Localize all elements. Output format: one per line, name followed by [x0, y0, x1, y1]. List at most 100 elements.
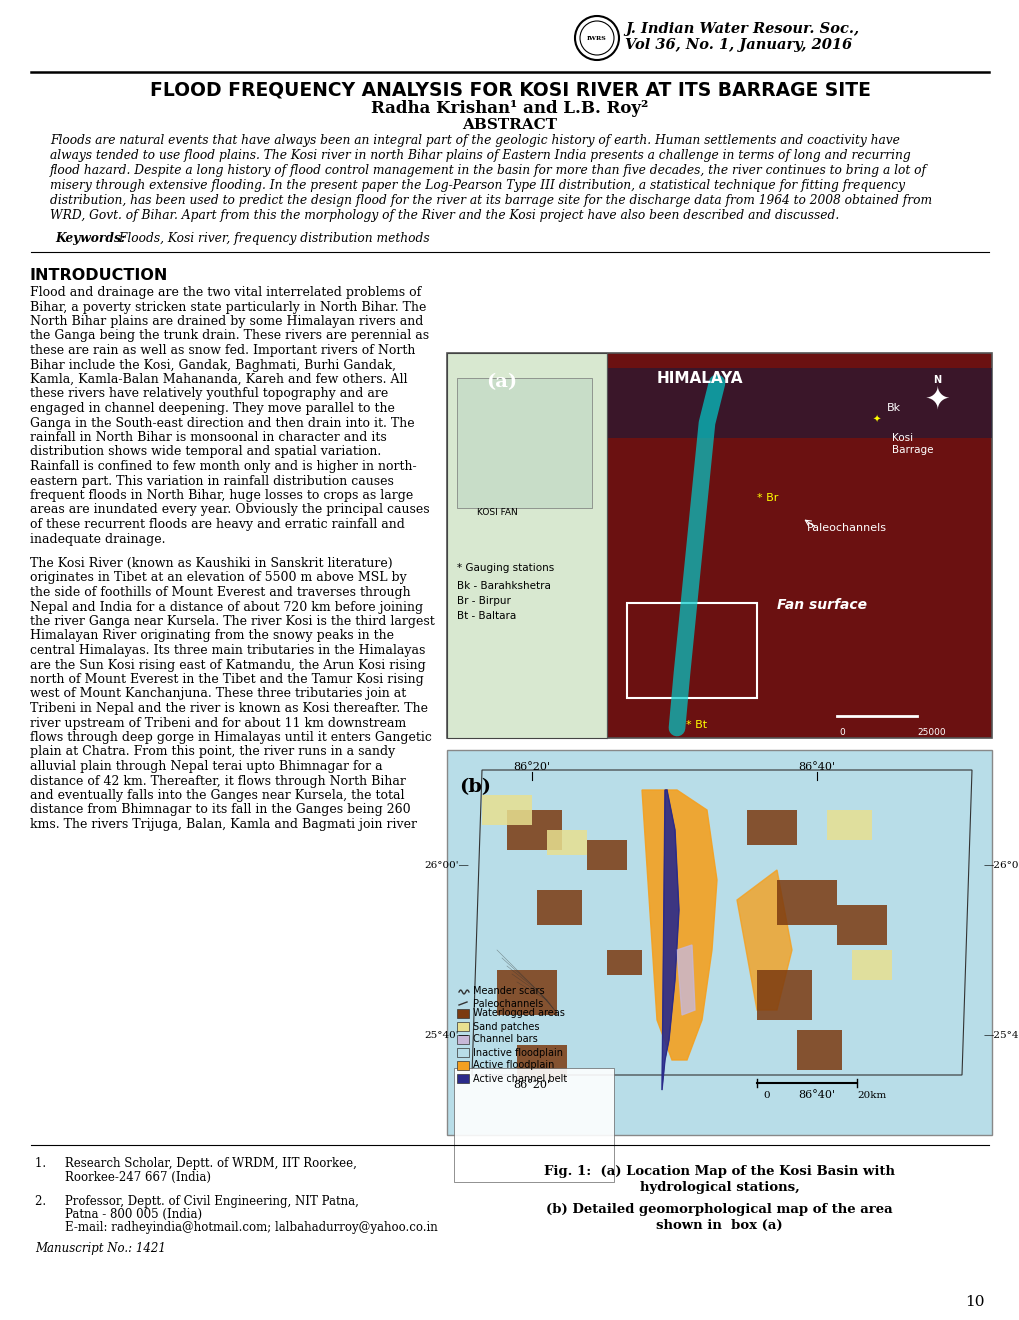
- Text: Sand patches: Sand patches: [473, 1022, 539, 1031]
- Bar: [627, 603, 756, 698]
- Text: J. Indian Water Resour. Soc.,: J. Indian Water Resour. Soc.,: [625, 22, 858, 36]
- Bar: [851, 950, 892, 979]
- Text: distance from Bhimnagar to its fall in the Ganges being 260: distance from Bhimnagar to its fall in t…: [30, 804, 411, 817]
- Text: originates in Tibet at an elevation of 5500 m above MSL by: originates in Tibet at an elevation of 5…: [30, 572, 407, 585]
- Text: of these recurrent floods are heavy and erratic rainfall and: of these recurrent floods are heavy and …: [30, 517, 405, 531]
- Bar: [517, 1045, 567, 1080]
- Text: 86°20': 86°20': [513, 1080, 550, 1090]
- Text: Keywords:: Keywords:: [55, 232, 125, 246]
- Text: 1.     Research Scholar, Deptt. of WRDM, IIT Roorkee,: 1. Research Scholar, Deptt. of WRDM, IIT…: [35, 1158, 357, 1170]
- Text: rainfall in North Bihar is monsoonal in character and its: rainfall in North Bihar is monsoonal in …: [30, 432, 386, 444]
- Bar: [606, 950, 641, 975]
- Text: Inactive floodplain: Inactive floodplain: [473, 1048, 562, 1057]
- Text: 0: 0: [763, 1092, 769, 1100]
- Polygon shape: [661, 789, 679, 1090]
- Text: frequent floods in North Bihar, huge losses to crops as large: frequent floods in North Bihar, huge los…: [30, 488, 413, 502]
- Bar: [457, 1074, 469, 1082]
- Text: WRD, Govt. of Bihar. Apart from this the morphology of the River and the Kosi pr: WRD, Govt. of Bihar. Apart from this the…: [50, 209, 839, 222]
- Text: the Ganga being the trunk drain. These rivers are perennial as: the Ganga being the trunk drain. These r…: [30, 330, 429, 342]
- Polygon shape: [737, 870, 791, 1010]
- Text: ✦: ✦: [923, 385, 949, 414]
- Text: hydrological stations,: hydrological stations,: [639, 1181, 799, 1195]
- Bar: [826, 810, 871, 840]
- Text: Channel bars: Channel bars: [473, 1035, 537, 1044]
- Text: these rivers have relatively youthful topography and are: these rivers have relatively youthful to…: [30, 388, 388, 400]
- Text: Fan surface: Fan surface: [776, 598, 866, 612]
- Text: (b) Detailed geomorphological map of the area: (b) Detailed geomorphological map of the…: [545, 1203, 892, 1216]
- Text: * Gauging stations: * Gauging stations: [457, 564, 553, 573]
- Text: * Bt: * Bt: [686, 719, 707, 730]
- Text: inadequate drainage.: inadequate drainage.: [30, 532, 165, 545]
- Bar: [446, 750, 991, 1135]
- Text: misery through extensive flooding. In the present paper the Log-Pearson Type III: misery through extensive flooding. In th…: [50, 180, 904, 191]
- Text: Floods are natural events that have always been an integral part of the geologic: Floods are natural events that have alwa…: [50, 135, 899, 147]
- Text: Radha Krishan¹ and L.B. Roy²: Radha Krishan¹ and L.B. Roy²: [371, 100, 648, 117]
- Text: Meander scars: Meander scars: [473, 986, 544, 997]
- Polygon shape: [677, 945, 694, 1015]
- Text: 25°40'—: 25°40'—: [424, 1031, 469, 1040]
- Text: Paleochannels: Paleochannels: [806, 523, 887, 533]
- Text: Himalayan River originating from the snowy peaks in the: Himalayan River originating from the sno…: [30, 630, 393, 643]
- Text: (b): (b): [459, 777, 490, 796]
- Bar: [446, 352, 991, 738]
- Polygon shape: [641, 789, 716, 1060]
- Bar: [506, 810, 561, 850]
- Bar: [496, 970, 556, 1015]
- Text: plain at Chatra. From this point, the river runs in a sandy: plain at Chatra. From this point, the ri…: [30, 746, 395, 759]
- Text: —26°00': —26°00': [983, 861, 1019, 870]
- Text: INTRODUCTION: INTRODUCTION: [30, 268, 168, 282]
- Text: ABSTRACT: ABSTRACT: [462, 117, 557, 132]
- Text: distance of 42 km. Thereafter, it flows through North Bihar: distance of 42 km. Thereafter, it flows …: [30, 775, 406, 788]
- Text: Active channel belt: Active channel belt: [473, 1073, 567, 1084]
- Text: 86°40': 86°40': [798, 762, 835, 772]
- Text: flood hazard. Despite a long history of flood control management in the basin fo: flood hazard. Despite a long history of …: [50, 164, 926, 177]
- Text: Active floodplain: Active floodplain: [473, 1060, 554, 1071]
- Bar: [756, 970, 811, 1020]
- Text: HIMALAYA: HIMALAYA: [656, 371, 743, 385]
- Text: are the Sun Kosi rising east of Katmandu, the Arun Kosi rising: are the Sun Kosi rising east of Katmandu…: [30, 659, 425, 672]
- Text: 2.     Professor, Deptt. of Civil Engineering, NIT Patna,: 2. Professor, Deptt. of Civil Engineerin…: [35, 1195, 359, 1208]
- Bar: [457, 1035, 469, 1044]
- Text: North Bihar plains are drained by some Himalayan rivers and: North Bihar plains are drained by some H…: [30, 315, 423, 327]
- Text: (a): (a): [486, 374, 517, 391]
- Text: Fig. 1:  (a) Location Map of the Kosi Basin with: Fig. 1: (a) Location Map of the Kosi Bas…: [543, 1166, 894, 1177]
- Text: 26°00'—: 26°00'—: [424, 861, 469, 870]
- Text: 86°20': 86°20': [513, 762, 550, 772]
- Bar: [796, 1030, 841, 1071]
- Text: central Himalayas. Its three main tributaries in the Himalayas: central Himalayas. Its three main tribut…: [30, 644, 425, 657]
- Bar: [457, 1008, 469, 1018]
- Bar: [776, 880, 837, 925]
- Text: these are rain as well as snow fed. Important rivers of North: these are rain as well as snow fed. Impo…: [30, 345, 415, 356]
- Text: 20km: 20km: [856, 1092, 886, 1100]
- Text: river upstream of Tribeni and for about 11 km downstream: river upstream of Tribeni and for about …: [30, 717, 406, 730]
- Text: Floods, Kosi river, frequency distribution methods: Floods, Kosi river, frequency distributi…: [115, 232, 429, 246]
- Bar: [453, 1068, 613, 1181]
- Text: Bihar, a poverty stricken state particularly in North Bihar. The: Bihar, a poverty stricken state particul…: [30, 301, 426, 314]
- Bar: [586, 840, 627, 870]
- Text: Paleochannels: Paleochannels: [473, 999, 543, 1008]
- Text: Barrage: Barrage: [892, 445, 932, 455]
- Text: IWRS: IWRS: [587, 36, 606, 41]
- Text: eastern part. This variation in rainfall distribution causes: eastern part. This variation in rainfall…: [30, 474, 393, 487]
- Text: —25°40': —25°40': [983, 1031, 1019, 1040]
- Text: The Kosi River (known as Kaushiki in Sanskrit literature): The Kosi River (known as Kaushiki in San…: [30, 557, 392, 570]
- Bar: [457, 1048, 469, 1057]
- Text: 10: 10: [965, 1295, 984, 1309]
- Text: the river Ganga near Kursela. The river Kosi is the third largest: the river Ganga near Kursela. The river …: [30, 615, 434, 628]
- Text: Manuscript No.: 1421: Manuscript No.: 1421: [35, 1242, 166, 1255]
- Bar: [606, 368, 991, 438]
- Bar: [446, 352, 606, 738]
- Text: west of Mount Kanchanjuna. These three tributaries join at: west of Mount Kanchanjuna. These three t…: [30, 688, 406, 701]
- Text: distribution shows wide temporal and spatial variation.: distribution shows wide temporal and spa…: [30, 446, 381, 458]
- Text: ✦: ✦: [872, 414, 880, 425]
- Text: Bk: Bk: [887, 403, 900, 413]
- Text: KOSI FAN: KOSI FAN: [476, 508, 517, 517]
- Text: Vol 36, No. 1, January, 2016: Vol 36, No. 1, January, 2016: [625, 38, 851, 51]
- Bar: [536, 890, 582, 925]
- Text: engaged in channel deepening. They move parallel to the: engaged in channel deepening. They move …: [30, 403, 394, 414]
- Text: Bk - Barahkshetra: Bk - Barahkshetra: [457, 581, 550, 591]
- Text: alluvial plain through Nepal terai upto Bhimnagar for a: alluvial plain through Nepal terai upto …: [30, 760, 382, 774]
- Text: Bihar include the Kosi, Gandak, Baghmati, Burhi Gandak,: Bihar include the Kosi, Gandak, Baghmati…: [30, 359, 395, 371]
- Text: E-mail: radheyindia@hotmail.com; lalbahadurroy@yahoo.co.in: E-mail: radheyindia@hotmail.com; lalbaha…: [35, 1221, 437, 1234]
- Bar: [746, 810, 796, 845]
